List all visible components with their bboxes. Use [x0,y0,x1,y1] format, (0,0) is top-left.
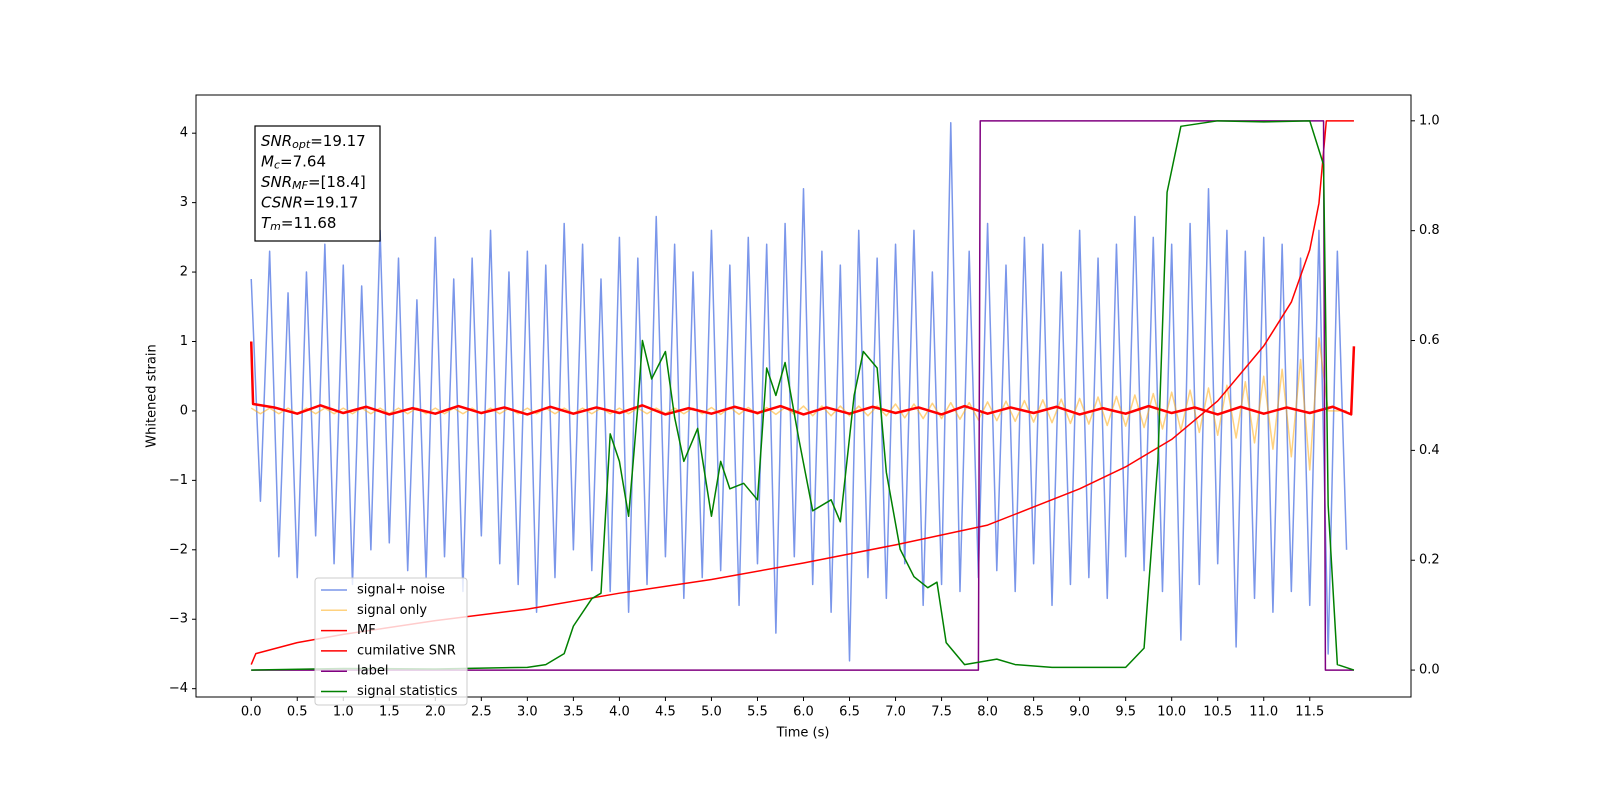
annotation-subscript: opt [292,138,311,151]
annotation-line: CSNR=19.17 [261,193,358,211]
annotation-symbol: CSNR [261,193,303,211]
annotation-value: =19.17 [310,132,366,150]
annotation-value: =7.64 [280,152,326,170]
x-tick-label: 4.0 [609,705,630,720]
annotation-line: SNRMF=[18.4] [261,173,366,193]
y-tick-label: −4 [169,681,188,696]
annotation-symbol: SNR [261,173,292,191]
annotation-symbol: T [261,214,272,232]
x-tick-label: 1.5 [379,705,400,720]
x-tick-label: 5.0 [701,705,722,720]
y2-tick-label: 0.4 [1419,443,1440,458]
x-tick-label: 9.5 [1115,705,1136,720]
annotation-line: Tm=11.68 [261,214,336,234]
series-line [251,120,1354,671]
y-axis-label: Whitened strain [145,344,160,447]
annotation-value: =11.68 [281,214,337,232]
x-tick-label: 6.0 [793,705,814,720]
x-tick-label: 8.5 [1023,705,1044,720]
x-tick-label: 0.0 [241,705,262,720]
y-tick-label: 0 [180,403,188,418]
x-tick-label: 7.5 [931,705,952,720]
y-tick-label: 1 [180,334,188,349]
x-tick-label: 7.0 [885,705,906,720]
x-tick-label: 11.5 [1295,705,1324,720]
annotation-symbol: SNR [261,132,292,150]
x-tick-label: 8.0 [977,705,998,720]
y2-tick-label: 0.8 [1419,223,1440,238]
x-tick-label: 11.0 [1249,705,1278,720]
x-tick-label: 3.0 [517,705,538,720]
x-tick-label: 1.0 [333,705,354,720]
annotation-line: Mc=7.64 [261,152,326,172]
annotation-box [254,125,381,242]
legend-box [314,577,468,706]
x-tick-label: 5.5 [747,705,768,720]
annotation-subscript: MF [292,179,308,192]
legend-label: signal+ noise [357,583,445,598]
annotation-line: SNRopt=19.17 [261,132,366,152]
legend-label: label [357,664,388,679]
x-tick-label: 2.5 [471,705,492,720]
x-tick-label: 3.5 [563,705,584,720]
x-tick-label: 10.5 [1203,705,1232,720]
y-tick-label: 4 [180,126,188,141]
y-tick-label: −1 [169,473,188,488]
annotation-value: =[18.4] [308,173,366,191]
annotation-value: =19.17 [303,193,359,211]
legend-label: MF [357,623,376,638]
y-tick-label: −3 [169,612,188,627]
y2-tick-label: 0.0 [1419,663,1440,678]
x-tick-label: 4.5 [655,705,676,720]
x-tick-label: 2.0 [425,705,446,720]
y2-tick-label: 0.6 [1419,333,1440,348]
x-tick-label: 9.0 [1069,705,1090,720]
y-tick-label: −2 [169,542,188,557]
x-axis-label: Time (s) [776,726,830,741]
y-tick-label: 2 [180,265,188,280]
plot-frame [195,94,1412,698]
x-tick-label: 0.5 [287,705,308,720]
x-tick-label: 10.0 [1157,705,1186,720]
series-line [250,122,1348,662]
x-tick-label: 6.5 [839,705,860,720]
legend-label: signal only [357,603,427,618]
y-tick-label: 3 [180,195,188,210]
annotation-subscript: m [270,220,281,233]
legend-label: cumilative SNR [357,643,456,658]
series-line [250,337,1347,471]
legend-label: signal statistics [357,684,458,699]
series-line [249,341,1356,416]
annotation-subscript: c [274,159,280,172]
y2-tick-label: 0.2 [1419,553,1440,568]
y2-tick-label: 1.0 [1419,113,1440,128]
series-line [251,120,1355,671]
annotation-symbol: M [261,152,274,170]
legend: signal+ noise signal only MF cumilative SNR… [314,577,468,706]
